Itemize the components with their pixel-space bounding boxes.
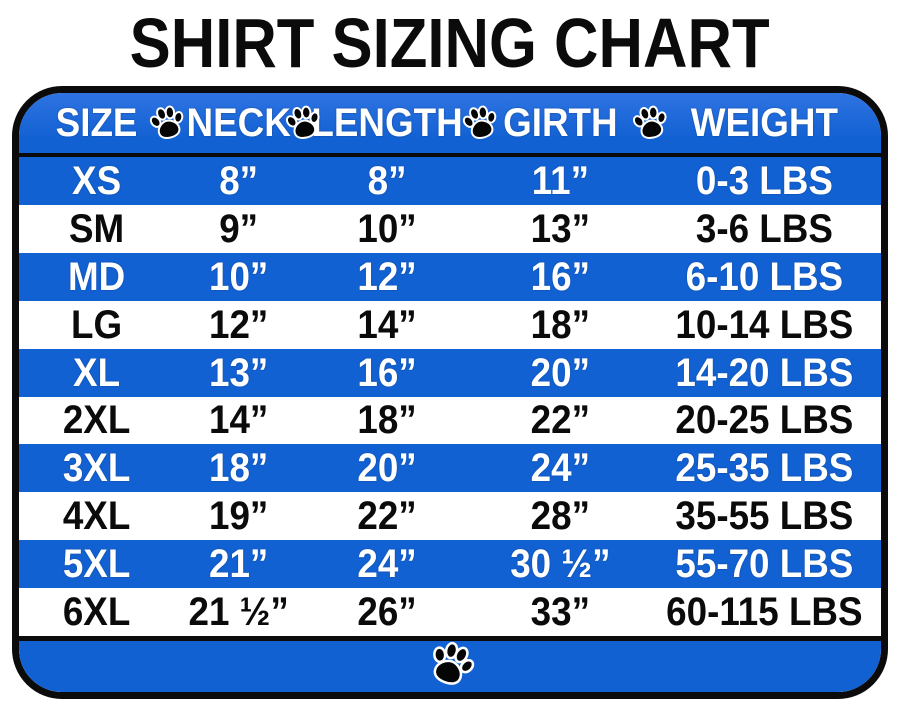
cell-neck: 13”	[209, 350, 269, 395]
table-row-md: MD 10” 12” 16” 6-10 LBS	[19, 252, 881, 301]
cell-neck: 18”	[209, 446, 269, 491]
column-header-weight: WEIGHT	[691, 101, 839, 145]
cell-neck: 21”	[209, 542, 269, 587]
cell-size: 2XL	[62, 398, 131, 443]
cell-size: 4XL	[62, 494, 131, 539]
cell-length: 14”	[357, 302, 418, 347]
cell-girth: 13”	[530, 206, 590, 251]
table-row-6xl: 6XL 21 ½” 26” 33” 60-115 LBS	[19, 588, 881, 637]
cell-neck: 19”	[209, 494, 269, 539]
cell-girth: 28”	[530, 494, 590, 539]
cell-length: 8”	[368, 158, 407, 203]
page-title-text: SHIRT SIZING CHART	[130, 4, 770, 82]
cell-girth: 11”	[531, 158, 589, 203]
cell-size: LG	[71, 302, 123, 347]
footer-divider	[19, 636, 881, 641]
cell-neck: 21 ½”	[188, 590, 289, 635]
table-row-sm: SM 9” 10” 13” 3-6 LBS	[19, 204, 881, 253]
page-title: SHIRT SIZING CHART	[0, 0, 900, 86]
cell-length: 10”	[357, 206, 418, 251]
cell-size: 5XL	[62, 542, 131, 587]
table-row-4xl: 4XL 19” 22” 28” 35-55 LBS	[19, 492, 881, 541]
cell-length: 22”	[357, 494, 418, 539]
table-body: XS 8” 8” 11” 0-3 LBS SM 9” 10” 13” 3-6 L…	[19, 157, 881, 637]
cell-girth: 30 ½”	[509, 542, 611, 587]
table-row-xl: XL 13” 16” 20” 14-20 LBS	[19, 348, 881, 397]
cell-weight: 10-14 LBS	[675, 302, 854, 347]
cell-weight: 60-115 LBS	[666, 590, 863, 635]
table-row-5xl: 5XL 21” 24” 30 ½” 55-70 LBS	[19, 540, 881, 589]
cell-size: 6XL	[62, 590, 131, 635]
cell-length: 12”	[357, 254, 418, 299]
cell-neck: 8”	[219, 158, 259, 203]
column-header-size: SIZE	[55, 101, 138, 145]
cell-length: 20”	[357, 446, 418, 491]
cell-weight: 55-70 LBS	[675, 542, 854, 587]
cell-neck: 10”	[209, 254, 269, 299]
cell-weight: 3-6 LBS	[696, 206, 834, 251]
column-header-neck: NECK	[186, 101, 291, 145]
cell-length: 26”	[357, 590, 418, 635]
cell-girth: 24”	[530, 446, 590, 491]
cell-size: XS	[72, 158, 122, 203]
cell-size: XL	[73, 350, 121, 395]
cell-neck: 14”	[209, 398, 269, 443]
cell-length: 18”	[357, 398, 418, 443]
paw-icon	[282, 102, 325, 145]
cell-weight: 35-55 LBS	[675, 494, 854, 539]
cell-size: 3XL	[62, 446, 131, 491]
table-header: SIZE NECK LENGTH GIRTH WEIGHT	[19, 93, 881, 153]
cell-girth: 16”	[530, 254, 590, 299]
cell-girth: 20”	[530, 350, 590, 395]
header-divider	[19, 153, 881, 157]
table-row-3xl: 3XL 18” 20” 24” 25-35 LBS	[19, 444, 881, 493]
cell-neck: 9”	[219, 206, 259, 251]
table-row-2xl: 2XL 14” 18” 22” 20-25 LBS	[19, 396, 881, 445]
cell-weight: 14-20 LBS	[675, 350, 854, 395]
column-header-length: LENGTH	[311, 101, 464, 145]
cell-neck: 12”	[209, 302, 269, 347]
paw-icon	[629, 102, 672, 145]
paw-icon	[420, 635, 481, 692]
cell-weight: 6-10 LBS	[685, 254, 844, 299]
sizing-chart-card: SIZE NECK LENGTH GIRTH WEIGHT	[12, 86, 888, 699]
cell-length: 24”	[357, 542, 418, 587]
cell-weight: 0-3 LBS	[696, 158, 834, 203]
cell-girth: 18”	[530, 302, 590, 347]
cell-girth: 22”	[530, 398, 590, 443]
cell-length: 16”	[357, 350, 418, 395]
table-row-lg: LG 12” 14” 18” 10-14 LBS	[19, 300, 881, 349]
cell-weight: 20-25 LBS	[675, 398, 854, 443]
cell-size: MD	[67, 254, 126, 299]
column-header-girth: GIRTH	[502, 101, 618, 145]
table-row-xs: XS 8” 8” 11” 0-3 LBS	[19, 157, 881, 205]
paw-icon	[145, 101, 189, 145]
cell-girth: 33”	[530, 590, 590, 635]
cell-size: SM	[68, 206, 125, 251]
card-footer	[19, 641, 881, 692]
cell-weight: 25-35 LBS	[675, 446, 854, 491]
paw-icon	[458, 101, 502, 145]
